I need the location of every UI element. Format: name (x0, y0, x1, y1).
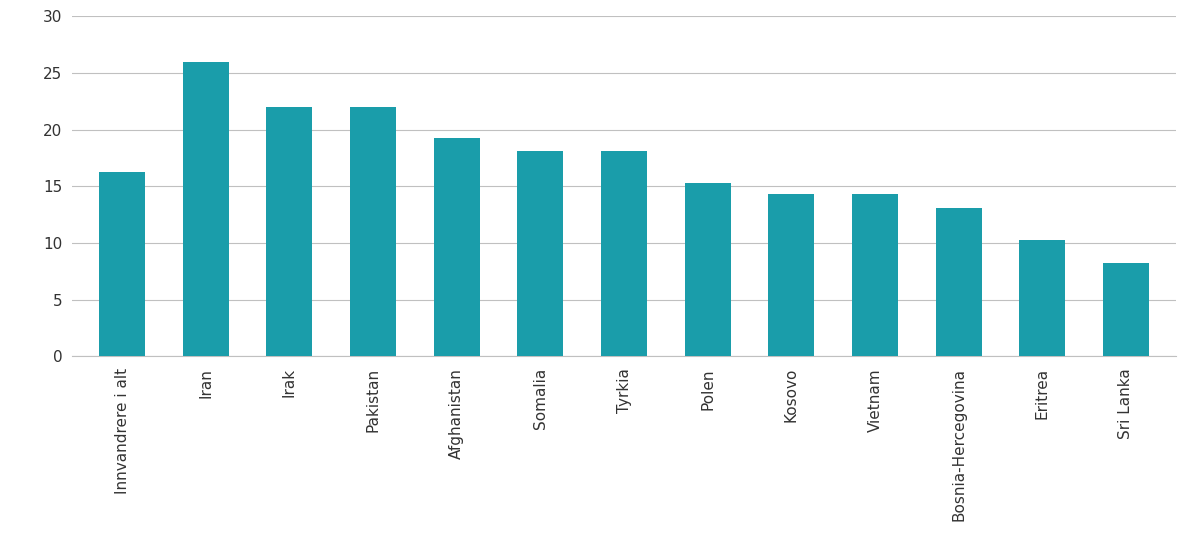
Bar (100, 172, 145, 356)
Bar (768, 194, 815, 356)
Bar (852, 194, 898, 356)
Bar (433, 138, 480, 356)
Bar (936, 208, 982, 356)
Bar (1103, 264, 1148, 356)
Bar (685, 183, 731, 356)
Bar (266, 107, 312, 356)
Bar (350, 107, 396, 356)
Bar (1019, 239, 1066, 356)
Bar (182, 62, 229, 356)
Bar (601, 151, 647, 356)
Bar (517, 151, 563, 356)
